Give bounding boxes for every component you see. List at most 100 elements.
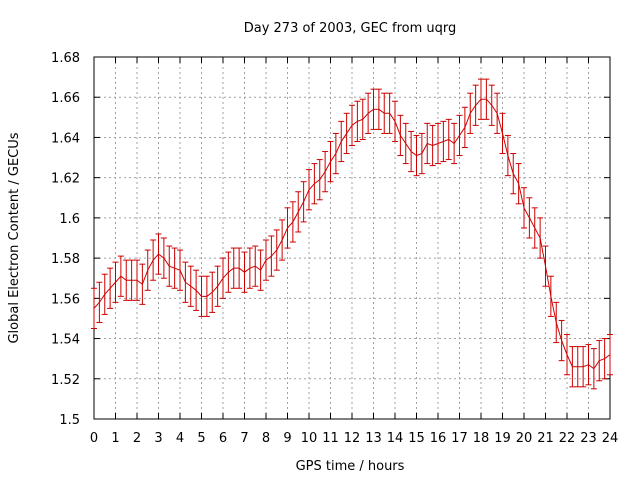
y-tick-label: 1.64	[51, 131, 80, 146]
y-tick-label: 1.62	[51, 172, 80, 187]
error-bar	[370, 88, 377, 130]
y-tick-labels: 1.5 1.52 1.54 1.56 1.58 1.6 1.62 1.64 1.66 1.68	[51, 51, 80, 428]
error-bar	[96, 281, 103, 323]
y-tick-label: 1.56	[51, 292, 80, 307]
error-bar	[295, 191, 302, 233]
error-bar	[257, 249, 264, 291]
error-bar	[343, 112, 350, 155]
error-bar	[155, 233, 162, 275]
error-bar	[547, 275, 554, 317]
x-tick-label: 17	[451, 431, 468, 446]
error-bar	[397, 114, 404, 157]
x-tick-label: 5	[197, 431, 205, 446]
error-bar	[392, 100, 398, 142]
error-bar	[273, 229, 280, 271]
error-bar	[198, 275, 205, 317]
error-bar	[451, 122, 458, 165]
error-bar	[209, 271, 216, 313]
x-tick-label: 20	[516, 431, 533, 446]
x-axis-label: GPS time / hours	[296, 459, 405, 474]
y-tick-label: 1.66	[51, 91, 80, 106]
error-bar	[580, 346, 587, 388]
error-bar	[478, 78, 484, 120]
y-tick-label: 1.52	[51, 373, 80, 388]
error-bar	[177, 249, 183, 291]
error-bar	[160, 237, 167, 279]
error-bar	[187, 265, 194, 307]
error-bar	[488, 84, 495, 126]
error-bar	[607, 334, 613, 376]
error-bar	[359, 98, 366, 140]
gec-series	[91, 78, 613, 390]
x-tick-label: 15	[408, 431, 425, 446]
error-bar	[193, 269, 200, 311]
error-bar	[246, 247, 253, 289]
error-bar	[322, 151, 329, 193]
x-tick-label: 14	[387, 431, 404, 446]
error-bar	[381, 92, 388, 134]
error-bar	[354, 100, 361, 142]
error-bar	[338, 120, 345, 163]
x-tick-label: 19	[494, 431, 511, 446]
error-bar	[214, 265, 221, 307]
x-tick-label: 2	[133, 431, 141, 446]
error-bar	[203, 275, 210, 317]
error-bar	[531, 207, 538, 249]
error-bar	[601, 338, 608, 380]
error-bar	[472, 84, 479, 126]
error-bar	[418, 132, 425, 175]
error-bar	[327, 140, 334, 183]
error-bar	[91, 287, 97, 329]
error-bar	[112, 261, 119, 303]
error-bar	[424, 122, 431, 165]
error-bar	[440, 120, 447, 163]
x-tick-label: 16	[430, 431, 447, 446]
x-tick-label: 1	[111, 431, 119, 446]
y-tick-label: 1.54	[51, 333, 80, 348]
error-bar	[510, 153, 517, 195]
error-bar	[263, 239, 269, 281]
y-tick-label: 1.58	[51, 252, 80, 267]
error-bar	[564, 334, 570, 376]
error-bar	[182, 261, 189, 303]
x-tick-label: 13	[365, 431, 382, 446]
error-bar	[107, 267, 114, 309]
error-bar	[515, 163, 522, 205]
error-bar	[284, 207, 291, 249]
error-bar	[230, 247, 237, 289]
error-bar	[402, 122, 409, 165]
error-bar	[526, 197, 533, 239]
error-bar	[569, 346, 576, 388]
x-tick-label: 21	[537, 431, 554, 446]
y-tick-label: 1.5	[59, 413, 80, 428]
error-bar	[236, 247, 243, 289]
error-bar	[365, 92, 372, 134]
error-bar	[311, 163, 318, 205]
error-bar	[467, 92, 474, 134]
error-bar	[225, 251, 232, 293]
error-bar	[456, 114, 463, 157]
error-bar	[306, 169, 312, 211]
x-tick-label: 18	[473, 431, 490, 446]
error-bar	[349, 104, 355, 146]
x-tick-label: 11	[322, 431, 339, 446]
error-bar	[386, 92, 393, 134]
error-bar	[461, 106, 468, 148]
error-bar	[537, 217, 544, 259]
error-bar	[596, 340, 603, 382]
error-bar	[134, 259, 140, 301]
error-bar	[150, 239, 157, 281]
error-bar	[553, 301, 560, 344]
error-bar	[494, 92, 501, 134]
error-bar	[252, 245, 259, 287]
error-bar	[542, 245, 549, 287]
error-bar	[139, 263, 146, 305]
error-bar	[483, 78, 490, 120]
x-tick-label: 7	[240, 431, 248, 446]
error-bar	[117, 255, 124, 297]
error-bar	[316, 159, 323, 201]
error-bar	[268, 235, 275, 277]
x-tick-label: 8	[262, 431, 270, 446]
error-bar	[429, 124, 436, 167]
